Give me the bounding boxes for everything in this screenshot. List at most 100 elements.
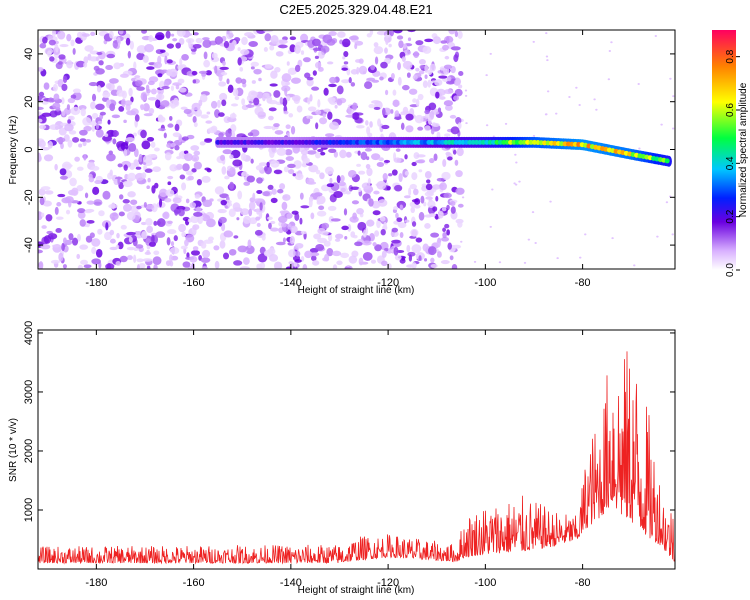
noise-blob (396, 217, 403, 223)
noise-blob (159, 49, 166, 53)
noise-blob (340, 187, 346, 193)
noise-blob (320, 230, 329, 236)
noise-blob (247, 239, 252, 249)
noise-blob (80, 259, 88, 265)
noise-blob (294, 259, 302, 263)
noise-blob (306, 76, 314, 81)
noise-blob (302, 263, 308, 269)
noise-blob (436, 239, 441, 248)
noise-blob (394, 255, 402, 261)
noise-blob (178, 87, 187, 93)
noise-blob (146, 265, 151, 269)
noise-blob (86, 219, 95, 224)
noise-blob (174, 145, 180, 151)
noise-blob (374, 56, 379, 65)
noise-blob (237, 245, 248, 253)
noise-blob (230, 124, 237, 133)
noise-blob (531, 211, 535, 214)
noise-blob (398, 40, 404, 49)
noise-blob (532, 134, 536, 137)
noise-blob (125, 137, 135, 143)
noise-blob (220, 199, 227, 206)
noise-blob (66, 60, 73, 69)
noise-blob (55, 44, 59, 53)
noise-blob (258, 162, 268, 167)
noise-blob (444, 104, 453, 111)
noise-blob (222, 252, 230, 260)
noise-blob (192, 116, 197, 124)
y-tick-label: 0 (23, 146, 35, 152)
noise-blob (286, 61, 290, 66)
noise-blob (51, 30, 56, 37)
noise-blob (279, 96, 284, 105)
noise-blob (377, 199, 388, 207)
noise-blob (457, 203, 464, 208)
noise-blob (415, 67, 420, 72)
noise-blob (71, 187, 79, 197)
noise-blob (143, 113, 153, 117)
noise-blob (329, 121, 340, 130)
noise-blob (407, 37, 412, 42)
noise-blob (300, 50, 305, 55)
noise-blob (158, 198, 163, 208)
noise-blob (350, 231, 356, 238)
noise-blob (123, 203, 132, 212)
noise-blob (288, 249, 297, 258)
noise-blob (218, 81, 227, 87)
noise-blob (457, 30, 463, 39)
noise-blob (333, 191, 343, 199)
noise-blob (452, 149, 457, 155)
noise-blob (176, 30, 186, 37)
noise-blob (442, 231, 447, 239)
noise-blob (665, 201, 669, 204)
noise-blob (608, 50, 612, 53)
noise-blob (327, 205, 337, 211)
noise-blob (377, 118, 382, 127)
noise-blob (438, 96, 446, 100)
noise-blob (423, 201, 427, 207)
noise-blob (140, 221, 147, 226)
noise-blob (282, 237, 286, 243)
noise-blob (279, 210, 286, 214)
noise-blob (153, 263, 158, 269)
noise-blob (515, 161, 518, 164)
noise-blob (268, 254, 279, 262)
noise-blob (143, 165, 148, 170)
noise-blob (454, 79, 461, 86)
noise-blob (491, 188, 494, 191)
noise-blob (390, 72, 395, 80)
noise-blob (202, 249, 211, 258)
noise-blob (432, 206, 438, 212)
noise-blob (318, 205, 325, 210)
noise-blob (188, 39, 192, 48)
noise-blob (465, 122, 468, 125)
noise-blob (92, 186, 100, 196)
noise-blob (64, 196, 74, 203)
noise-blob (326, 247, 334, 257)
noise-blob (106, 153, 116, 162)
noise-blob (213, 245, 220, 251)
noise-blob (109, 246, 118, 251)
noise-blob (527, 238, 531, 241)
x-tick-label: -120 (377, 577, 399, 589)
noise-blob (313, 192, 323, 197)
noise-blob (365, 163, 371, 170)
noise-blob (56, 202, 62, 207)
noise-blob (352, 112, 360, 121)
noise-blob (464, 94, 468, 97)
noise-blob (369, 121, 373, 128)
noise-blob (49, 56, 55, 62)
noise-blob (53, 93, 60, 101)
noise-blob (177, 64, 184, 70)
noise-blob (95, 103, 105, 111)
noise-blob (91, 124, 96, 132)
noise-blob (428, 102, 437, 111)
noise-blob (144, 168, 153, 173)
noise-blob (656, 235, 659, 238)
noise-blob (112, 40, 118, 49)
noise-blob (82, 117, 92, 126)
noise-blob (38, 249, 43, 254)
noise-blob (371, 100, 381, 104)
noise-blob (424, 38, 434, 43)
noise-blob (59, 168, 67, 176)
